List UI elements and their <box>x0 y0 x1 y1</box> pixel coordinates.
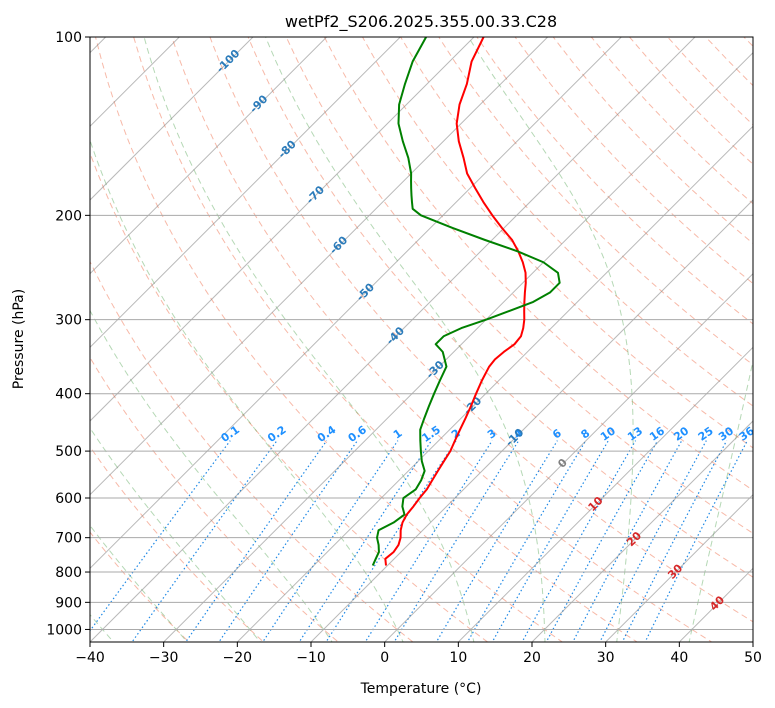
y-tick-label: 600 <box>55 491 82 507</box>
mixing-ratio-line <box>298 440 432 642</box>
isotherm <box>90 37 328 275</box>
x-axis-label: Temperature (°C) <box>360 681 482 697</box>
x-tick-label: 50 <box>744 650 762 666</box>
mixing-ratio-line <box>621 440 728 642</box>
x-tick-label: −10 <box>296 650 326 666</box>
isotherm <box>310 199 753 642</box>
plot-frame <box>89 36 754 643</box>
dry-adiabat <box>362 37 753 449</box>
mixing-ratio-line <box>572 440 683 642</box>
mixing-ratio-line <box>521 440 637 642</box>
y-axis-label: Pressure (hPa) <box>11 289 27 389</box>
isotherm <box>90 37 181 128</box>
x-tick-label: 40 <box>670 650 688 666</box>
x-tick-label: 0 <box>380 650 389 666</box>
moist-adiabat <box>90 309 333 642</box>
sounding-profiles <box>371 37 561 566</box>
y-tick-label: 1000 <box>46 622 82 638</box>
x-tick-label: −40 <box>75 650 105 666</box>
isotherm <box>604 493 753 642</box>
dewpoint-profile <box>371 37 561 566</box>
isotherm <box>383 272 753 642</box>
isotherm <box>90 37 402 349</box>
mixing-ratio-line <box>90 440 231 632</box>
isotherm <box>90 37 623 570</box>
y-tick-label: 500 <box>55 444 82 460</box>
x-tick-label: −20 <box>223 650 253 666</box>
moist-adiabat <box>143 37 475 642</box>
dry-adiabat <box>438 37 753 366</box>
y-tick-label: 900 <box>55 595 82 611</box>
mixing-ratio-line <box>364 440 493 642</box>
y-tick-label: 700 <box>55 531 82 547</box>
y-tick-label: 100 <box>55 30 82 46</box>
isotherm <box>162 51 753 642</box>
mixing-ratio-line <box>131 440 278 642</box>
dry-adiabat <box>323 37 753 491</box>
isotherm <box>90 37 696 642</box>
mixing-ratio-line <box>644 440 748 642</box>
temperature-profile <box>384 37 527 566</box>
isotherms <box>90 37 753 642</box>
x-tick-label: 30 <box>597 650 615 666</box>
mixing-ratio-line <box>599 440 707 642</box>
chart-title: wetPf2_S206.2025.355.00.33.C28 <box>285 12 557 32</box>
mixing-ratio-lines <box>90 440 748 642</box>
mixing-ratio-line <box>435 440 558 642</box>
y-tick-label: 800 <box>55 565 82 581</box>
mixing-ratio-line <box>545 440 659 642</box>
isotherm <box>457 346 753 642</box>
moist-adiabat <box>468 37 634 642</box>
y-tick-label: 300 <box>55 313 82 329</box>
y-tick-label: 400 <box>55 387 82 403</box>
y-tick-label: 200 <box>55 208 82 224</box>
x-tick-label: −30 <box>149 650 179 666</box>
dry-adiabat <box>400 37 753 407</box>
x-tick-label: 20 <box>523 650 541 666</box>
moist-adiabat <box>688 358 753 642</box>
mixing-ratio-line <box>262 440 399 642</box>
isotherm <box>90 37 475 422</box>
moist-adiabat <box>265 37 546 642</box>
isotherm <box>90 37 549 496</box>
isotherm <box>531 420 753 642</box>
isotherm <box>236 125 753 642</box>
y-axis-ticks: 100 200 300 400 500 600 700 800 900 1000 <box>46 30 90 638</box>
mixing-ratio-line <box>491 440 609 642</box>
mixing-ratio-line <box>325 440 457 642</box>
mixing-ratio-line <box>466 440 587 642</box>
x-axis-ticks: −40 −30 −20 −10 0 10 20 30 40 50 <box>75 642 762 666</box>
x-tick-label: 10 <box>449 650 467 666</box>
isotherm <box>90 37 254 201</box>
